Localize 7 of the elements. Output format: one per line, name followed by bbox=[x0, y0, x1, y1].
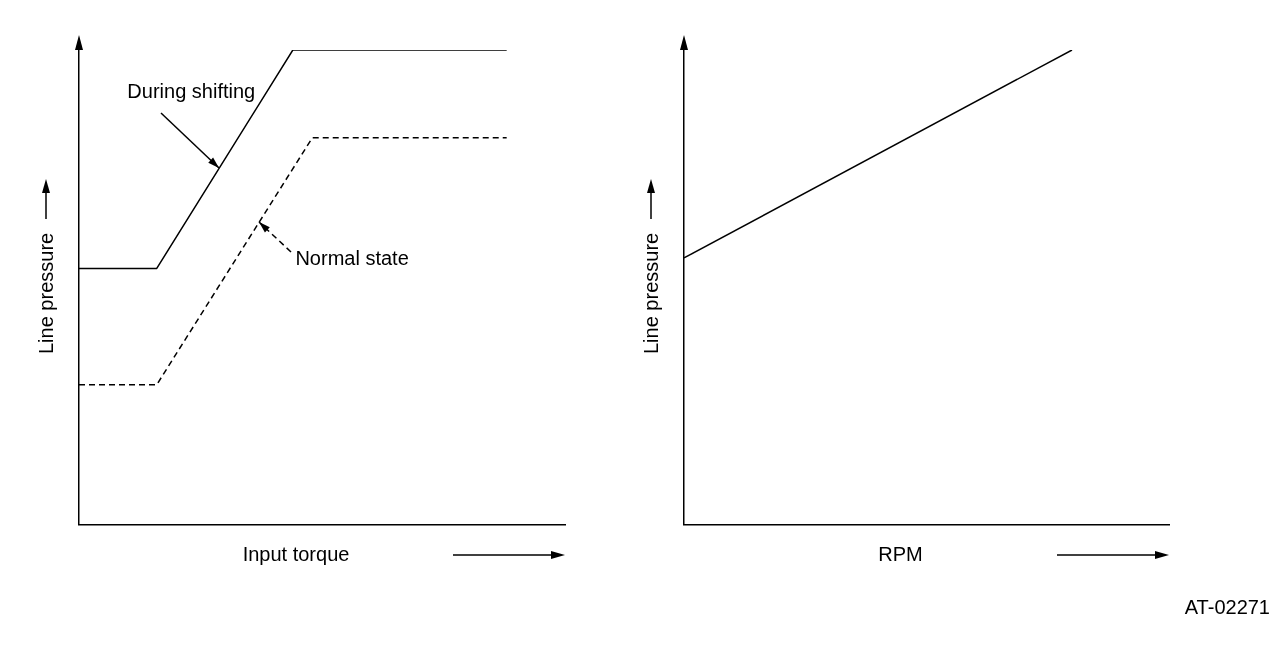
text: Normal state bbox=[295, 247, 409, 270]
text: AT-02271 bbox=[1184, 596, 1270, 619]
x-axis-title: RPM bbox=[877, 543, 924, 566]
series-label: During shifting bbox=[127, 80, 256, 103]
y-axis-title: Line pressure bbox=[639, 232, 663, 354]
y-axis-title: Line pressure bbox=[34, 232, 58, 354]
x-axis-title: Input torque bbox=[241, 543, 351, 566]
